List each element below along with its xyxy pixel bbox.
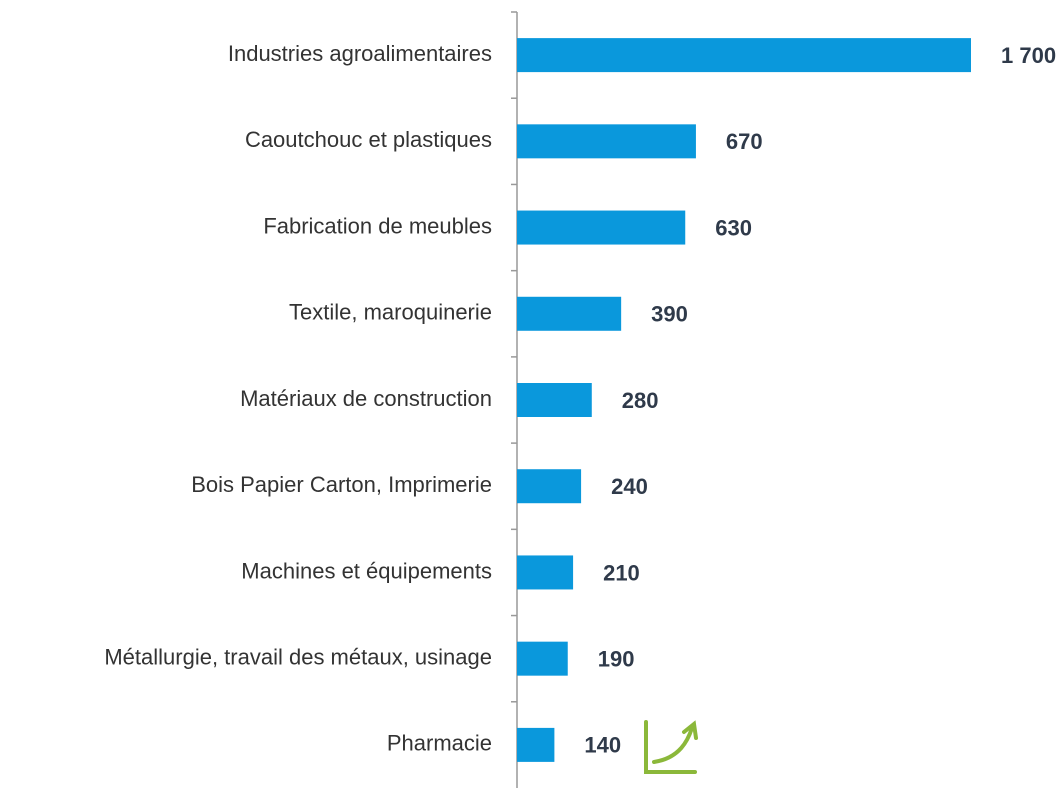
category-label: Textile, maroquinerie [289, 300, 492, 325]
category-label: Bois Papier Carton, Imprimerie [191, 472, 492, 497]
bar [517, 555, 574, 590]
bar [517, 469, 582, 504]
value-label: 630 [715, 215, 752, 240]
bar [517, 727, 555, 762]
value-label: 190 [598, 646, 635, 671]
bar [517, 641, 568, 676]
category-label: Matériaux de construction [240, 386, 492, 411]
bar [517, 210, 686, 245]
value-label: 140 [584, 733, 621, 758]
value-label: 390 [651, 302, 688, 327]
icon-curve [652, 726, 694, 764]
category-label: Fabrication de meubles [263, 213, 492, 238]
icon-axes [644, 720, 697, 774]
category-label: Machines et équipements [241, 558, 492, 583]
bar [517, 383, 592, 417]
category-label: Caoutchouc et plastiques [245, 127, 492, 152]
growth-icon [644, 720, 698, 774]
category-label: Métallurgie, travail des métaux, usinage [104, 644, 492, 669]
value-label: 280 [622, 388, 659, 413]
bar [517, 38, 971, 73]
category-label: Industries agroalimentaires [228, 41, 492, 66]
value-label: 240 [611, 474, 648, 499]
value-label: 1 700 [1001, 43, 1056, 68]
bar [517, 296, 622, 331]
category-label: Pharmacie [387, 731, 492, 756]
value-label: 670 [726, 129, 763, 154]
icon-arrowhead [682, 720, 698, 740]
value-label: 210 [603, 560, 640, 585]
bar [517, 124, 696, 159]
